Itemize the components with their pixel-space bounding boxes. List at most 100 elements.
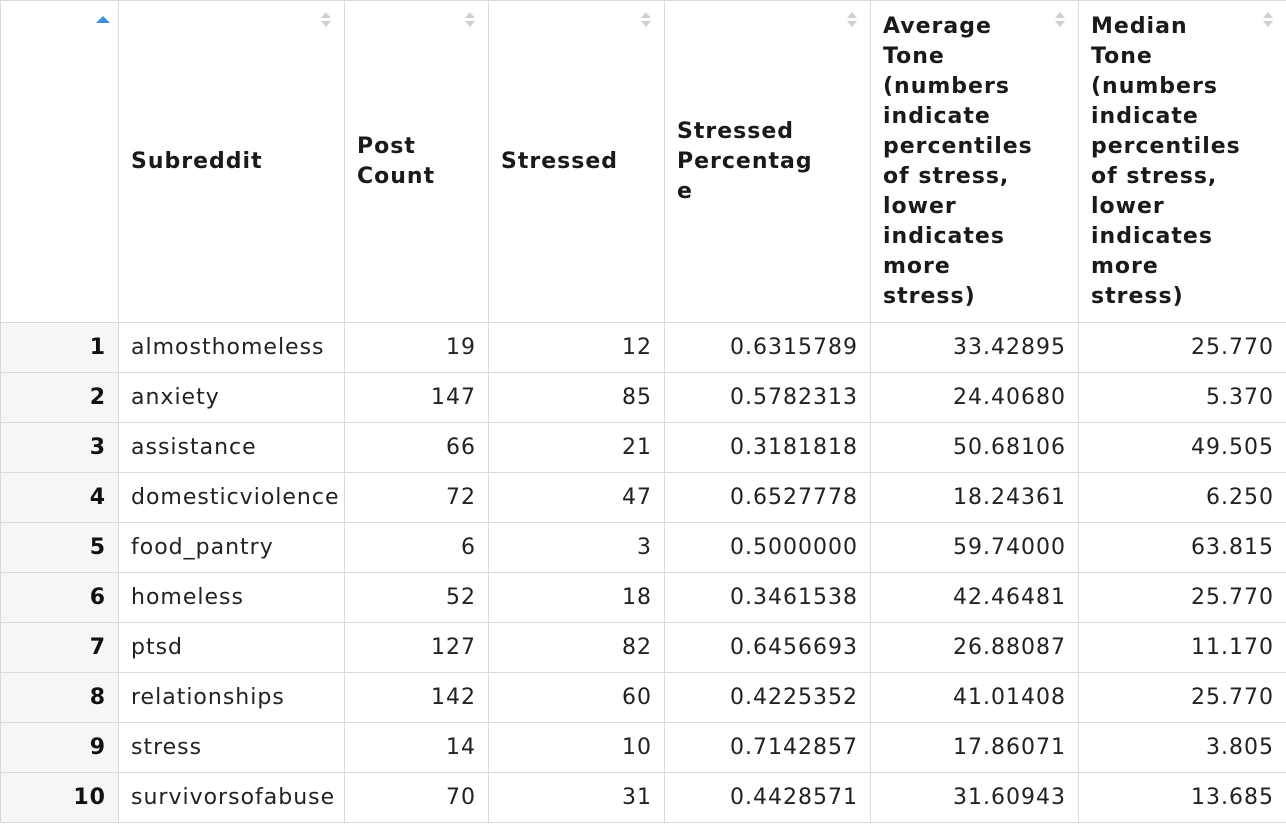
cell-post-count: 147 (344, 372, 489, 423)
column-header-label: Median Tone (numbers indicate percentile… (1091, 13, 1241, 309)
cell-subreddit: survivorsofabuse (118, 772, 345, 823)
cell-post-count: 72 (344, 472, 489, 523)
cell-median-tone: 6.250 (1078, 472, 1286, 523)
cell-post-count: 19 (344, 322, 489, 373)
row-index: 8 (0, 672, 119, 723)
cell-subreddit: stress (118, 722, 345, 773)
table-body: 1 almosthomeless 19 12 0.6315789 33.4289… (0, 322, 1286, 823)
column-header-label: Stressed (501, 148, 618, 174)
sort-icon[interactable] (320, 11, 332, 29)
cell-median-tone: 49.505 (1078, 422, 1286, 473)
cell-median-tone: 5.370 (1078, 372, 1286, 423)
cell-median-tone: 63.815 (1078, 522, 1286, 573)
table-header: Subreddit Post Count Stressed Stressed P… (0, 0, 1286, 323)
cell-median-tone: 13.685 (1078, 772, 1286, 823)
cell-average-tone: 33.42895 (870, 322, 1079, 373)
cell-average-tone: 26.88087 (870, 622, 1079, 673)
cell-subreddit: food_pantry (118, 522, 345, 573)
column-header-index[interactable] (0, 0, 119, 323)
column-header-label: Average Tone (numbers indicate percentil… (883, 13, 1033, 309)
table-row: 6 homeless 52 18 0.3461538 42.46481 25.7… (0, 572, 1286, 623)
row-index: 9 (0, 722, 119, 773)
cell-stressed: 3 (488, 522, 665, 573)
cell-subreddit: domesticviolence (118, 472, 345, 523)
cell-subreddit: anxiety (118, 372, 345, 423)
cell-median-tone: 3.805 (1078, 722, 1286, 773)
column-header-label: Stressed Percentage (677, 118, 813, 204)
cell-post-count: 6 (344, 522, 489, 573)
cell-stressed: 85 (488, 372, 665, 423)
row-index: 1 (0, 322, 119, 373)
sort-icon[interactable] (846, 11, 858, 29)
cell-stressed-percentage: 0.6456693 (664, 622, 871, 673)
table-row: 7 ptsd 127 82 0.6456693 26.88087 11.170 (0, 622, 1286, 673)
cell-post-count: 14 (344, 722, 489, 773)
table-row: 8 relationships 142 60 0.4225352 41.0140… (0, 672, 1286, 723)
cell-stressed: 12 (488, 322, 665, 373)
cell-subreddit: ptsd (118, 622, 345, 673)
table-row: 10 survivorsofabuse 70 31 0.4428571 31.6… (0, 772, 1286, 823)
cell-median-tone: 25.770 (1078, 672, 1286, 723)
sort-icon[interactable] (464, 11, 476, 29)
cell-post-count: 127 (344, 622, 489, 673)
cell-subreddit: homeless (118, 572, 345, 623)
table-row: 4 domesticviolence 72 47 0.6527778 18.24… (0, 472, 1286, 523)
cell-stressed-percentage: 0.5782313 (664, 372, 871, 423)
cell-stressed-percentage: 0.4225352 (664, 672, 871, 723)
sort-icon[interactable] (1054, 11, 1066, 29)
column-header-stressed-percentage[interactable]: Stressed Percentage (664, 0, 871, 323)
sort-ascending-icon[interactable] (96, 15, 110, 33)
cell-stressed-percentage: 0.7142857 (664, 722, 871, 773)
cell-stressed: 21 (488, 422, 665, 473)
cell-stressed-percentage: 0.6527778 (664, 472, 871, 523)
cell-subreddit: relationships (118, 672, 345, 723)
table-row: 5 food_pantry 6 3 0.5000000 59.74000 63.… (0, 522, 1286, 573)
cell-stressed: 31 (488, 772, 665, 823)
row-index: 6 (0, 572, 119, 623)
cell-stressed-percentage: 0.5000000 (664, 522, 871, 573)
cell-median-tone: 11.170 (1078, 622, 1286, 673)
table-row: 1 almosthomeless 19 12 0.6315789 33.4289… (0, 322, 1286, 373)
sort-icon[interactable] (1262, 11, 1274, 29)
column-header-average-tone[interactable]: Average Tone (numbers indicate percentil… (870, 0, 1079, 323)
cell-average-tone: 31.60943 (870, 772, 1079, 823)
cell-post-count: 70 (344, 772, 489, 823)
cell-stressed-percentage: 0.3461538 (664, 572, 871, 623)
cell-stressed: 60 (488, 672, 665, 723)
cell-subreddit: assistance (118, 422, 345, 473)
sort-icon[interactable] (640, 11, 652, 29)
cell-average-tone: 18.24361 (870, 472, 1079, 523)
row-index: 10 (0, 772, 119, 823)
cell-stressed: 47 (488, 472, 665, 523)
cell-stressed: 82 (488, 622, 665, 673)
cell-average-tone: 50.68106 (870, 422, 1079, 473)
column-header-post-count[interactable]: Post Count (344, 0, 489, 323)
row-index: 3 (0, 422, 119, 473)
cell-post-count: 66 (344, 422, 489, 473)
cell-average-tone: 42.46481 (870, 572, 1079, 623)
column-header-label: Subreddit (131, 148, 263, 174)
cell-average-tone: 17.86071 (870, 722, 1079, 773)
column-header-label: Post Count (357, 133, 436, 189)
cell-average-tone: 24.40680 (870, 372, 1079, 423)
header-row: Subreddit Post Count Stressed Stressed P… (0, 0, 1286, 323)
column-header-stressed[interactable]: Stressed (488, 0, 665, 323)
row-index: 7 (0, 622, 119, 673)
cell-median-tone: 25.770 (1078, 322, 1286, 373)
cell-subreddit: almosthomeless (118, 322, 345, 373)
row-index: 4 (0, 472, 119, 523)
table-row: 2 anxiety 147 85 0.5782313 24.40680 5.37… (0, 372, 1286, 423)
column-header-subreddit[interactable]: Subreddit (118, 0, 345, 323)
cell-stressed: 10 (488, 722, 665, 773)
column-header-median-tone[interactable]: Median Tone (numbers indicate percentile… (1078, 0, 1286, 323)
cell-stressed: 18 (488, 572, 665, 623)
table-row: 3 assistance 66 21 0.3181818 50.68106 49… (0, 422, 1286, 473)
cell-median-tone: 25.770 (1078, 572, 1286, 623)
cell-post-count: 52 (344, 572, 489, 623)
cell-average-tone: 41.01408 (870, 672, 1079, 723)
row-index: 5 (0, 522, 119, 573)
cell-average-tone: 59.74000 (870, 522, 1079, 573)
cell-stressed-percentage: 0.6315789 (664, 322, 871, 373)
